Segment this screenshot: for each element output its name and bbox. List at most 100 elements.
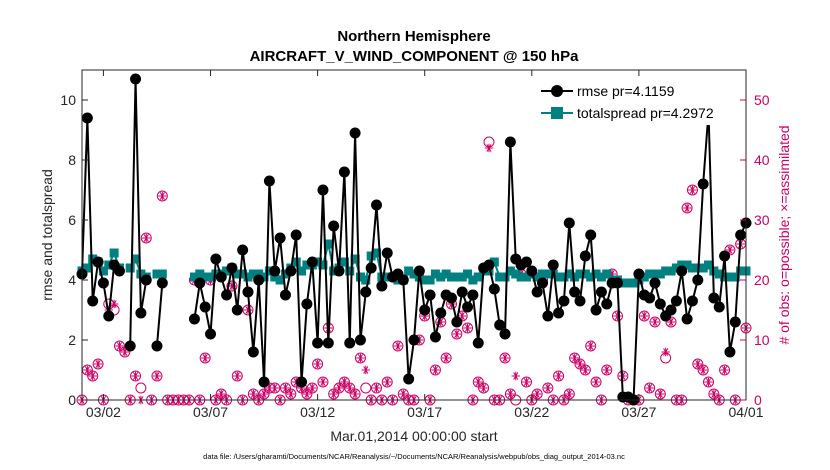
obs-assimilated-marker: [350, 389, 360, 399]
obs-possible-marker: [563, 388, 575, 400]
obs-assimilated-marker: [441, 353, 451, 363]
obs-possible-marker: [703, 376, 715, 388]
obs-assimilated-marker: [688, 185, 697, 195]
spread-point: [157, 269, 167, 279]
rmse-point: [419, 304, 431, 316]
spread-point: [361, 275, 371, 285]
rmse-point: [290, 229, 302, 241]
obs-possible-marker: [135, 382, 147, 394]
obs-possible-marker: [579, 364, 591, 376]
obs-possible-marker: [462, 322, 474, 334]
rmse-point: [403, 373, 415, 385]
obs-possible-marker: [478, 382, 490, 394]
spread-point: [730, 272, 740, 282]
spread-point: [152, 269, 162, 279]
obs-assimilated-marker: [270, 383, 279, 393]
rmse-point: [569, 286, 581, 298]
obs-assimilated-marker: [83, 365, 92, 375]
rmse-point: [692, 274, 704, 286]
spread-point: [222, 266, 232, 276]
legend-rmse-marker: [551, 85, 563, 97]
spread-point: [88, 254, 98, 264]
left-tick-label: 2: [68, 332, 76, 348]
rmse-point: [499, 328, 511, 340]
rmse-point: [574, 295, 586, 307]
rmse-point: [322, 337, 334, 349]
obs-assimilated-marker: [725, 245, 735, 255]
obs-assimilated-marker: [720, 365, 729, 375]
obs-assimilated-marker: [565, 389, 574, 399]
rmse-point: [676, 265, 688, 277]
rmse-point: [285, 265, 297, 277]
rmse-point: [87, 295, 99, 307]
spread-point: [473, 272, 483, 282]
obs-assimilated-marker: [217, 389, 226, 399]
spread-point: [489, 257, 499, 267]
rmse-point: [279, 289, 291, 301]
right-axis: 0 10 20 30 40 50: [740, 92, 770, 408]
spread-point: [596, 272, 606, 282]
x-tick-label: 03/27: [621, 404, 656, 420]
legend: rmse pr=4.1159 totalspread pr=4.2972: [535, 79, 731, 125]
obs-possible-marker: [242, 304, 254, 316]
rmse-point: [526, 265, 538, 277]
obs-assimilated-marker: [286, 389, 296, 399]
rmse-point: [156, 277, 168, 289]
obs-assimilated-marker: [457, 311, 467, 321]
spread-point: [355, 272, 365, 282]
spread-point: [318, 260, 328, 270]
spread-point: [302, 260, 312, 270]
rmse-point: [451, 316, 463, 328]
obs-possible-marker: [130, 370, 142, 382]
rmse-point: [724, 346, 736, 358]
rmse-point: [649, 277, 661, 289]
spread-point: [248, 269, 258, 279]
obs-assimilated-marker: [233, 371, 242, 381]
spread-point: [189, 272, 199, 282]
obs-possible-marker: [429, 364, 441, 376]
obs-assimilated-marker: [613, 311, 622, 321]
spread-point: [430, 269, 440, 279]
spread-point: [516, 272, 526, 282]
spread-point: [206, 272, 216, 282]
obs-assimilated-marker: [297, 383, 306, 393]
spread-point: [559, 272, 569, 282]
obs-possible-marker: [590, 376, 602, 388]
rmse-point: [531, 286, 543, 298]
obs-possible-marker: [92, 358, 104, 370]
right-tick-label: 10: [754, 332, 770, 348]
spread-point: [425, 275, 435, 285]
spread-point: [661, 266, 671, 276]
rmse-layer: [76, 73, 752, 406]
spread-point: [238, 269, 248, 279]
spread-point: [232, 269, 242, 279]
obs-possible-marker: [156, 190, 168, 202]
obs-assimilated-marker: [334, 383, 344, 393]
obs-assimilated-marker: [607, 269, 617, 279]
obs-possible-marker: [87, 370, 99, 382]
spread-point: [484, 266, 494, 276]
spread-point: [602, 269, 612, 279]
obs-assimilated-marker: [93, 359, 103, 369]
obs-assimilated-marker: [152, 371, 162, 381]
obs-possible-marker: [644, 382, 656, 394]
spread-point: [323, 239, 333, 249]
x-tick-label: 03/07: [193, 404, 228, 420]
rmse-point: [553, 307, 565, 319]
rmse-point: [312, 337, 324, 349]
rmse-point: [397, 274, 409, 286]
obs-assimilated-marker: [318, 377, 328, 387]
rmse-point: [81, 112, 93, 124]
spread-point: [682, 260, 692, 270]
obs-assimilated-marker: [158, 191, 167, 201]
obs-assimilated-marker: [313, 359, 322, 369]
rmse-point: [601, 298, 613, 310]
obs-assimilated-marker: [709, 389, 719, 399]
spread-point: [570, 272, 580, 282]
rmse-point: [269, 265, 281, 277]
obs-possible-marker: [381, 376, 393, 388]
rmse-point: [456, 286, 468, 298]
rmse-point: [263, 175, 275, 187]
rmse-point: [231, 304, 243, 316]
